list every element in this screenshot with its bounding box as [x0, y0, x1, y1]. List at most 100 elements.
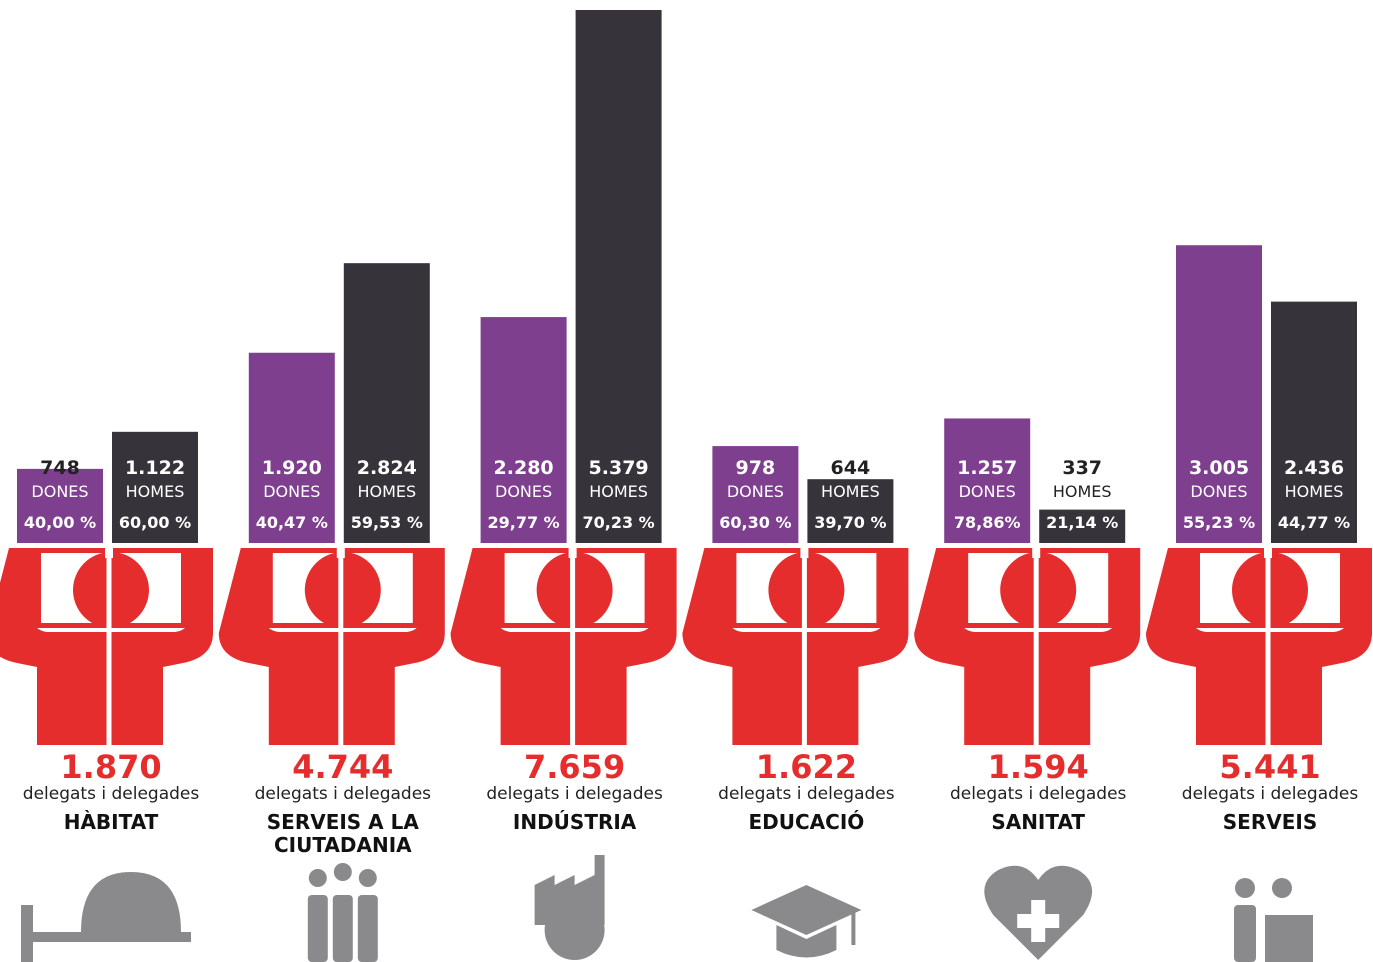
subtitle: delegats i delegades: [1181, 784, 1359, 804]
icon-part: [357, 895, 378, 962]
series-label: DONES: [31, 482, 89, 501]
series-label: HOMES: [821, 482, 880, 501]
figure: [450, 548, 677, 745]
value-label: 1.257: [957, 457, 1018, 479]
series-label: DONES: [1190, 482, 1248, 501]
bar: [112, 431, 198, 543]
icon-part: [776, 925, 837, 958]
sector-icon: [984, 865, 1093, 960]
percent-label: 78,86%: [953, 513, 1021, 532]
series-label: DONES: [495, 482, 553, 501]
bar: [1176, 245, 1262, 543]
total-label: 5.441: [1219, 748, 1321, 786]
value-label: 748: [40, 457, 80, 479]
bar: [248, 352, 335, 543]
figure: [1146, 548, 1372, 745]
value-label: 978: [735, 457, 776, 479]
category-label: SERVEIS: [1222, 810, 1318, 834]
total-label: 1.870: [60, 748, 162, 786]
value-label: 337: [1062, 457, 1103, 479]
value-label: 2.436: [1283, 457, 1345, 479]
icon-part: [1265, 915, 1313, 962]
series-label: HOMES: [357, 482, 417, 501]
series-label: HOMES: [1284, 482, 1344, 501]
subtitle: delegats i delegades: [949, 784, 1127, 804]
total-label: 4.744: [292, 748, 394, 786]
icon-part: [332, 895, 353, 962]
icon-part: [31, 932, 191, 942]
percent-label: 60,30 %: [719, 513, 792, 532]
value-label: 5.379: [588, 457, 649, 479]
sector-icon: [751, 885, 862, 958]
category-label: SANITAT: [991, 810, 1086, 834]
percent-label: 39,70 %: [814, 513, 887, 532]
bar: [480, 317, 567, 543]
figure: [914, 548, 1141, 745]
category-label: SERVEIS A LA CIUTADANIA: [266, 810, 419, 857]
value-label: 1.920: [261, 457, 322, 479]
figure-part: [218, 548, 445, 745]
icon-part: [1235, 878, 1255, 898]
percent-label: 29,77 %: [487, 513, 560, 532]
percent-label: 59,53 %: [350, 513, 423, 532]
bar: [1271, 301, 1357, 543]
value-label: 2.824: [356, 457, 417, 479]
figure-part: [800, 548, 809, 558]
series-label: DONES: [726, 482, 784, 501]
sector-icon: [534, 855, 605, 960]
bar: [944, 418, 1031, 543]
icon-part: [534, 855, 605, 925]
value-label: 644: [830, 457, 871, 479]
bar: [343, 263, 430, 543]
total-label: 1.594: [987, 748, 1089, 786]
percent-label: 40,47 %: [255, 513, 328, 532]
figure-part: [450, 548, 677, 745]
figure-part: [105, 548, 113, 558]
value-label: 1.122: [124, 457, 186, 479]
bar: [807, 479, 894, 543]
percent-label: 55,23 %: [1182, 513, 1256, 532]
subtitle: delegats i delegades: [718, 784, 895, 804]
subtitle: delegats i delegades: [486, 784, 663, 804]
figure-part: [682, 548, 909, 745]
figure: [682, 548, 909, 745]
figure-part: [1146, 548, 1372, 745]
series-label: HOMES: [589, 482, 648, 501]
figure-part: [336, 548, 345, 558]
subtitle: delegats i delegades: [254, 784, 432, 804]
icon-part: [1234, 905, 1256, 962]
figure-part: [568, 548, 577, 558]
icon-part: [1272, 878, 1292, 898]
icon-part: [358, 869, 377, 887]
bar: [575, 10, 662, 543]
percent-label: 40,00 %: [23, 513, 97, 532]
value-label: 3.005: [1188, 457, 1250, 479]
bar: [712, 446, 799, 543]
percent-label: 21,14 %: [1046, 513, 1119, 532]
icon-part: [81, 872, 181, 932]
icon-part: [308, 869, 327, 887]
figure: [218, 548, 445, 745]
series-label: HOMES: [1052, 482, 1112, 501]
total-label: 7.659: [523, 748, 626, 786]
series-label: DONES: [263, 482, 321, 501]
sector-icon: [307, 863, 378, 962]
category-label: EDUCACIÓ: [748, 810, 865, 834]
figure-part: [914, 548, 1141, 745]
category-label: INDÚSTRIA: [512, 810, 637, 834]
icon-part: [751, 885, 862, 935]
bar: [17, 468, 103, 543]
series-label: DONES: [958, 482, 1016, 501]
value-label: 2.280: [493, 457, 554, 479]
figure-part: [1032, 548, 1041, 558]
percent-label: 44,77 %: [1277, 513, 1351, 532]
icon-part: [1017, 900, 1060, 942]
subtitle: delegats i delegades: [22, 784, 200, 804]
icon-part: [333, 863, 352, 881]
percent-label: 70,23 %: [582, 513, 655, 532]
series-label: HOMES: [125, 482, 185, 501]
icon-part: [21, 905, 33, 962]
sector-icon: [21, 872, 191, 962]
total-label: 1.622: [755, 748, 857, 786]
